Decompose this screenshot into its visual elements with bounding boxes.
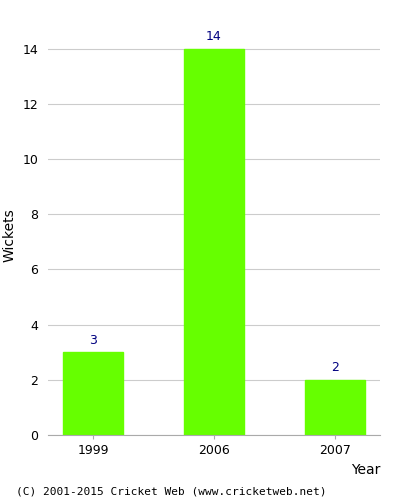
Text: Year: Year	[351, 463, 380, 477]
Text: 2: 2	[331, 362, 339, 374]
Text: 14: 14	[206, 30, 222, 44]
Text: (C) 2001-2015 Cricket Web (www.cricketweb.net): (C) 2001-2015 Cricket Web (www.cricketwe…	[16, 487, 326, 497]
Bar	[184, 49, 244, 435]
Text: 3: 3	[89, 334, 97, 346]
Bar	[304, 380, 365, 435]
Bar	[63, 352, 124, 435]
Y-axis label: Wickets: Wickets	[3, 208, 17, 262]
